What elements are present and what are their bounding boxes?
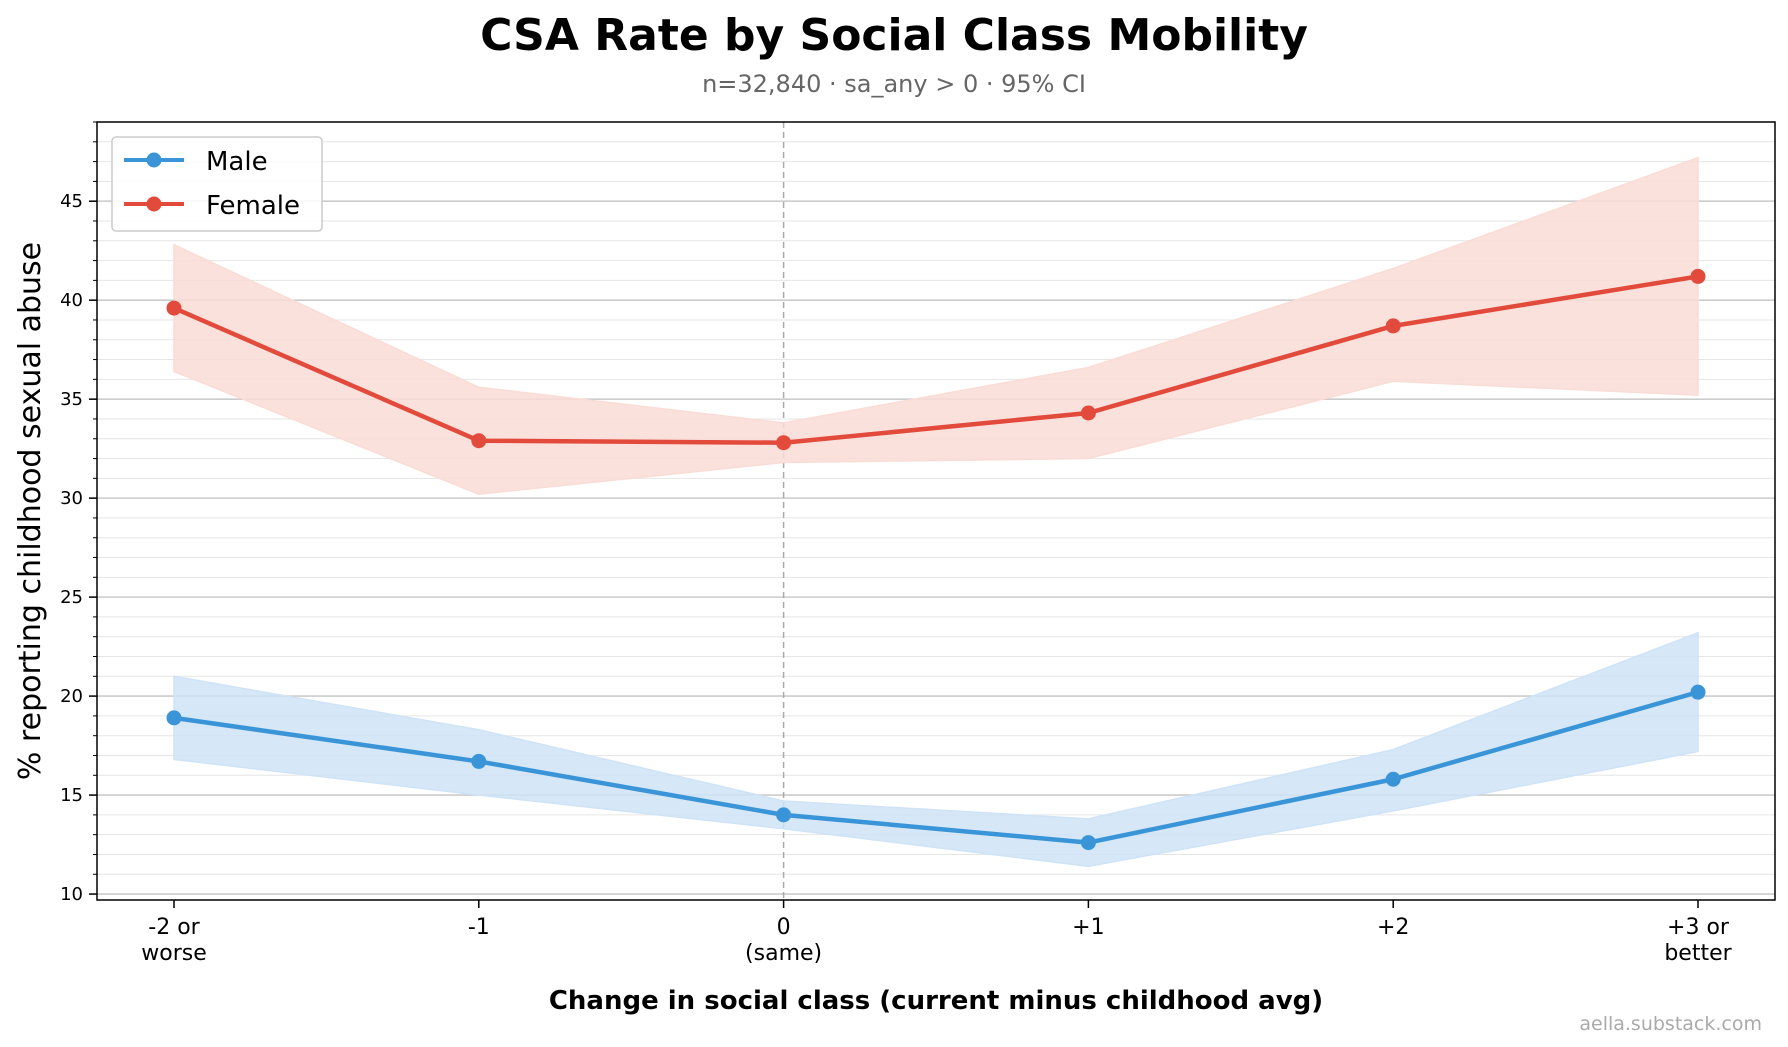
legend: Male Female — [111, 136, 323, 232]
x-tick-label-line: +2 — [1377, 915, 1409, 940]
x-axis: -2 or worse -1 0 (same) +1 +2 +3 or better — [141, 900, 1733, 966]
female-series-line — [173, 274, 1699, 445]
x-tick-label-line: +3 or — [1667, 915, 1730, 940]
x-tick-label: 0 (same) — [745, 915, 822, 966]
female-point — [166, 300, 182, 316]
chart-subtitle: n=32,840 · sa_any > 0 · 95% CI — [702, 70, 1086, 98]
y-tick-label: 45 — [60, 191, 83, 212]
y-tick-label: 35 — [60, 389, 83, 410]
chart-title: CSA Rate by Social Class Mobility — [480, 10, 1308, 61]
y-tick-label: 40 — [60, 290, 83, 311]
x-tick-label: +3 or better — [1664, 915, 1732, 966]
female-point — [1385, 318, 1401, 334]
x-tick-label-line: worse — [141, 941, 207, 966]
x-axis-label: Change in social class (current minus ch… — [549, 986, 1323, 1016]
y-tick-label: 25 — [60, 587, 83, 608]
male-point — [471, 753, 487, 769]
y-axis: 10 15 20 25 30 35 40 45 — [60, 121, 97, 905]
female-point — [776, 435, 792, 451]
male-point — [1385, 771, 1401, 787]
x-tick-label-line: better — [1664, 941, 1732, 966]
y-tick-label: 10 — [60, 884, 83, 905]
x-tick-label: +1 — [1072, 915, 1104, 940]
x-tick-label-line: +1 — [1072, 915, 1104, 940]
x-tick-label: -2 or worse — [141, 915, 207, 966]
x-tick-label-line: (same) — [745, 941, 822, 966]
female-ci-band — [173, 156, 1699, 495]
male-ci-band — [173, 631, 1699, 868]
male-series-line — [173, 689, 1699, 845]
male-point — [776, 807, 792, 823]
x-tick-label: -1 — [468, 915, 490, 940]
legend-female-marker — [146, 196, 162, 212]
legend-male-marker — [146, 152, 162, 168]
ci-bands — [173, 156, 1699, 868]
female-point — [1080, 405, 1096, 421]
legend-male-label: Male — [206, 147, 268, 177]
x-tick-label-line: 0 — [777, 915, 791, 940]
y-axis-label: % reporting childhood sexual abuse — [13, 242, 48, 780]
data-points — [166, 268, 1706, 851]
y-tick-label: 20 — [60, 686, 83, 707]
male-point — [166, 710, 182, 726]
series-lines — [173, 274, 1699, 845]
y-tick-label: 30 — [60, 488, 83, 509]
female-point — [471, 433, 487, 449]
x-tick-label: +2 — [1377, 915, 1409, 940]
watermark: aella.substack.com — [1579, 1013, 1762, 1035]
x-tick-label-line: -1 — [468, 915, 490, 940]
female-point — [1690, 268, 1706, 284]
y-tick-label: 15 — [60, 785, 83, 806]
plot-frame — [96, 121, 1776, 901]
male-point — [1690, 684, 1706, 700]
x-tick-label-line: -2 or — [148, 915, 200, 940]
male-point — [1080, 835, 1096, 851]
legend-female-label: Female — [206, 191, 300, 221]
